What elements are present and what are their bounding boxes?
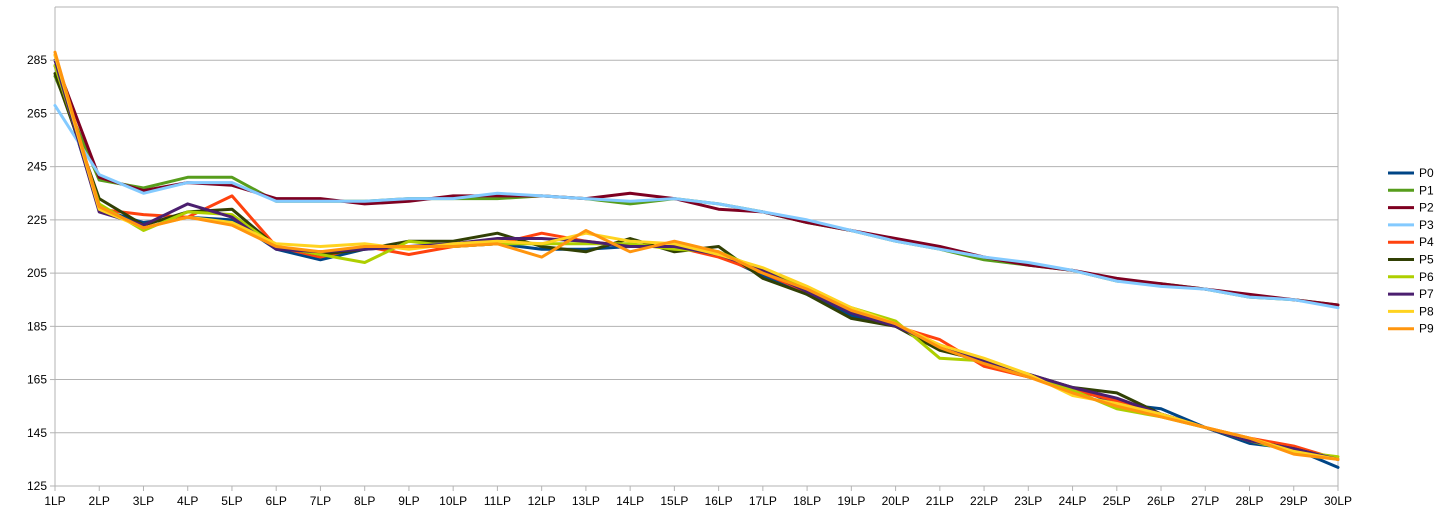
x-tick-label: 11LP xyxy=(484,494,511,508)
series-line-p6 xyxy=(53,64,1340,459)
series-line-p2 xyxy=(53,58,1340,307)
y-tick-label: 265 xyxy=(27,106,47,120)
x-tick-label: 28LP xyxy=(1236,494,1264,508)
x-tick-label: 4LP xyxy=(177,494,198,508)
x-tick-label: 10LP xyxy=(439,494,467,508)
x-tick-label: 18LP xyxy=(793,494,821,508)
legend-label-p7: P7 xyxy=(1419,287,1434,301)
x-tick-label: 7LP xyxy=(310,494,331,508)
x-tick-label: 30LP xyxy=(1324,494,1352,508)
series-lines xyxy=(53,50,1340,469)
x-tick-label: 15LP xyxy=(660,494,688,508)
legend-label-p8: P8 xyxy=(1419,304,1434,318)
x-tick-label: 24LP xyxy=(1059,494,1087,508)
y-tick-label: 285 xyxy=(27,53,47,67)
plot-area xyxy=(54,7,1339,487)
series-line-p9 xyxy=(53,50,1340,461)
x-tick-label: 16LP xyxy=(705,494,733,508)
series-line-p5 xyxy=(53,72,1340,461)
x-tick-label: 17LP xyxy=(749,494,777,508)
y-tick-label: 225 xyxy=(27,213,47,227)
x-axis-ticks: 1LP 2LP 3LP 4LP 5LP 6LP 7LP 8LP 9LP 10LP 11LP 12LP 1… xyxy=(44,486,1352,508)
legend-label-p5: P5 xyxy=(1419,253,1434,267)
x-tick-label: 22LP xyxy=(970,494,998,508)
series-line-p8 xyxy=(53,53,1340,461)
series-line-p4 xyxy=(53,53,1340,461)
series-line-p3 xyxy=(53,104,1340,310)
legend: P0 P1 P2 P3 P4 P5 P6 P7 P8 P9 xyxy=(1388,166,1434,336)
y-tick-label: 145 xyxy=(27,426,47,440)
y-axis-ticks: 125 145 165 185 205 225 245 265 285 xyxy=(27,53,55,493)
y-tick-label: 245 xyxy=(27,160,47,174)
x-tick-label: 21LP xyxy=(926,494,954,508)
x-tick-label: 20LP xyxy=(882,494,910,508)
x-tick-label: 6LP xyxy=(266,494,287,508)
x-tick-label: 13LP xyxy=(572,494,600,508)
x-tick-label: 29LP xyxy=(1280,494,1308,508)
x-tick-label: 12LP xyxy=(528,494,556,508)
x-tick-label: 9LP xyxy=(398,494,419,508)
legend-label-p6: P6 xyxy=(1419,270,1434,284)
y-tick-label: 205 xyxy=(27,266,47,280)
x-tick-label: 14LP xyxy=(616,494,644,508)
y-tick-label: 165 xyxy=(27,373,47,387)
x-tick-label: 8LP xyxy=(354,494,375,508)
legend-label-p2: P2 xyxy=(1419,201,1434,215)
x-tick-label: 1LP xyxy=(44,494,65,508)
x-tick-label: 3LP xyxy=(133,494,154,508)
grid xyxy=(55,6,1338,487)
legend-label-p4: P4 xyxy=(1419,235,1434,249)
x-tick-label: 19LP xyxy=(837,494,865,508)
legend-label-p3: P3 xyxy=(1419,218,1434,232)
series-line-p7 xyxy=(53,58,1340,461)
y-tick-label: 125 xyxy=(27,479,47,493)
x-tick-label: 23LP xyxy=(1014,494,1042,508)
legend-label-p9: P9 xyxy=(1419,322,1434,336)
x-tick-label: 2LP xyxy=(89,494,110,508)
x-tick-label: 26LP xyxy=(1147,494,1175,508)
y-tick-label: 185 xyxy=(27,319,47,333)
x-tick-label: 25LP xyxy=(1103,494,1131,508)
x-tick-label: 5LP xyxy=(221,494,242,508)
legend-label-p0: P0 xyxy=(1419,166,1434,180)
legend-label-p1: P1 xyxy=(1419,183,1434,197)
x-tick-label: 27LP xyxy=(1191,494,1219,508)
